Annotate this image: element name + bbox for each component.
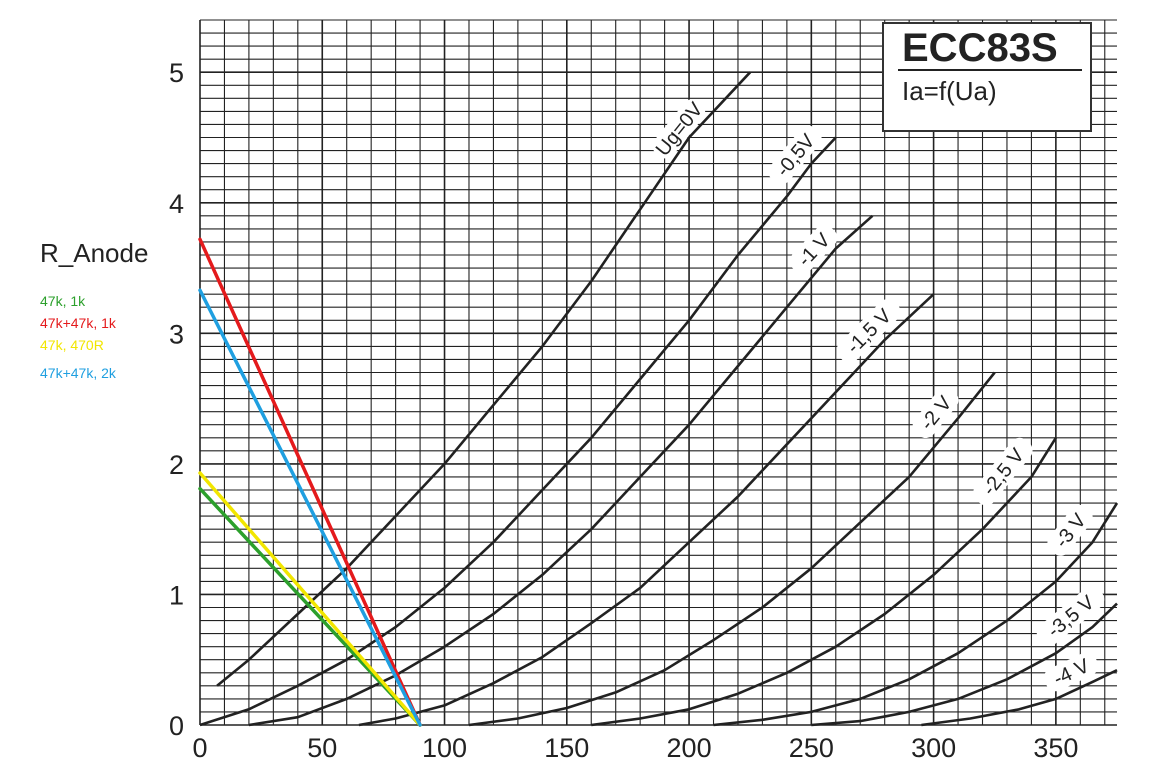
curve-line [199, 136, 837, 727]
legend-item-47k-47k-1k: 47k+47k, 1k [40, 315, 116, 331]
curve-label-background [1036, 586, 1105, 646]
curve-label-background [768, 125, 822, 185]
curve-line [248, 214, 874, 727]
curve-label: -2,5 V [973, 437, 1033, 506]
x-tick-label: 200 [667, 733, 712, 763]
legend-item-47k-1k: 47k, 1k [40, 293, 86, 309]
curve-label: -2 V [912, 387, 959, 438]
legend-item-47k-470r: 47k, 470R [40, 337, 104, 353]
curve-line [358, 293, 935, 727]
x-tick-label: 100 [422, 733, 467, 763]
x-tick-label: 150 [544, 733, 589, 763]
curve-label-background [652, 99, 706, 159]
legend-item-47k-47k-2k: 47k+47k, 2k [40, 365, 116, 381]
curve-labels: Ug=0V -0,5V-1 V-1,5 V-2 V-2,5 V-3 V-3,5 V… [652, 98, 1105, 692]
chart-subtitle: Ia=f(Ua) [902, 76, 997, 106]
curve-line [591, 437, 1058, 727]
x-tick-label: 0 [192, 733, 207, 763]
x-tick-label: 50 [307, 733, 337, 763]
chart-title-box: ECC83S Ia=f(Ua) [882, 22, 1092, 132]
legend: R_Anode 47k, 1k 47k+47k, 1k 47k, 470R 47… [40, 238, 148, 381]
legend-title: R_Anode [40, 238, 149, 268]
load-line [198, 471, 422, 727]
curve-label: -0,5V [768, 125, 822, 185]
grid-voltage-curves [199, 71, 1119, 727]
x-tick-label: 350 [1033, 733, 1078, 763]
curve-label-background [1043, 652, 1099, 692]
title-underline [898, 69, 1082, 71]
y-tick-label: 5 [169, 58, 184, 88]
y-tick-label: 4 [169, 189, 184, 219]
y-tick-label: 1 [169, 580, 184, 610]
y-tick-label: 0 [169, 711, 184, 741]
curve-line [921, 669, 1118, 727]
curve-label-background [1047, 504, 1093, 556]
curve-label-background [912, 387, 959, 438]
load-line [198, 237, 422, 727]
curve-label-background [836, 299, 901, 363]
curve-label: -3 V [1047, 504, 1093, 556]
curve-label-background [973, 437, 1033, 506]
curve-label-background [789, 224, 838, 274]
y-axis-ticks: 0 1 2 3 4 5 [169, 58, 184, 741]
load-line [198, 288, 422, 727]
curve-line [468, 371, 996, 727]
y-tick-label: 3 [169, 319, 184, 349]
x-tick-label: 300 [911, 733, 956, 763]
curve-line [713, 502, 1119, 727]
chart-title: ECC83S [902, 26, 1058, 70]
x-tick-label: 250 [789, 733, 834, 763]
curve-line [811, 602, 1118, 727]
load-lines [198, 237, 422, 727]
curve-line [216, 71, 752, 687]
y-tick-label: 2 [169, 450, 184, 480]
x-axis-ticks: 0 50 100 150 200 250 300 350 [192, 733, 1078, 763]
